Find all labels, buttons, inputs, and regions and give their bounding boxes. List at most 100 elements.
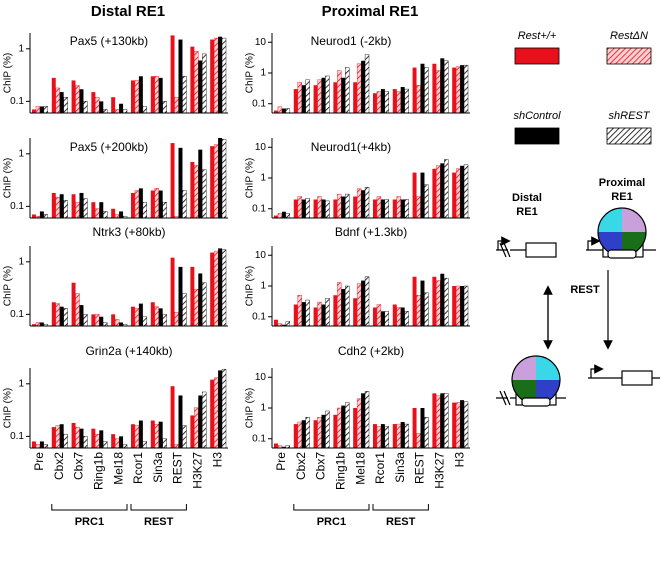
- bar: [361, 190, 366, 218]
- bar: [301, 420, 306, 448]
- bar: [356, 398, 362, 449]
- bar: [460, 165, 465, 218]
- bar: [190, 415, 195, 448]
- bar: [353, 298, 358, 326]
- bar: [130, 306, 135, 326]
- bar: [202, 169, 207, 219]
- y-tick-label: 0.1: [252, 203, 266, 214]
- bar: [400, 87, 405, 113]
- bar: [333, 82, 338, 113]
- bar: [392, 89, 397, 113]
- bar: [424, 292, 429, 327]
- y-tick-label: 1: [18, 148, 24, 159]
- bar: [404, 88, 409, 114]
- bar: [134, 80, 140, 114]
- bar: [71, 80, 76, 113]
- bar: [170, 143, 175, 218]
- bar: [293, 424, 298, 448]
- x-tick-label: REST: [171, 451, 185, 484]
- bar: [210, 146, 215, 218]
- bar: [130, 80, 135, 113]
- bar: [313, 199, 318, 218]
- bar: [305, 417, 310, 449]
- y-tick-label: 0.1: [252, 98, 266, 109]
- bar: [281, 108, 286, 113]
- bar: [221, 37, 227, 114]
- bar: [39, 211, 44, 218]
- bar: [91, 428, 96, 448]
- bar: [99, 202, 104, 218]
- bar: [372, 307, 377, 326]
- bar: [345, 67, 350, 114]
- bar: [404, 311, 409, 327]
- bar: [333, 414, 338, 448]
- bar: [31, 214, 36, 218]
- bar: [392, 304, 397, 326]
- bar: [325, 298, 330, 327]
- bar: [75, 293, 80, 327]
- bar: [444, 60, 449, 114]
- bar: [396, 307, 401, 327]
- x-tick-label: H3: [210, 452, 224, 468]
- bar: [305, 299, 310, 327]
- bar: [134, 425, 140, 449]
- bar: [150, 302, 155, 326]
- bar: [455, 402, 461, 449]
- bar: [99, 101, 104, 113]
- bar: [376, 91, 382, 114]
- bar: [170, 257, 175, 326]
- y-tick-label: 0.1: [252, 311, 266, 322]
- x-tick-label: H3: [452, 452, 466, 468]
- bar: [305, 198, 310, 219]
- bar: [134, 190, 140, 219]
- bar: [162, 101, 167, 114]
- bar: [317, 196, 322, 219]
- bar: [440, 58, 445, 113]
- bar: [162, 438, 167, 449]
- y-axis-label: ChIP (%): [245, 53, 256, 93]
- panel-title: Ntrk3 (+80kb): [92, 225, 165, 239]
- x-tick-label: Pre: [32, 452, 46, 471]
- bar: [174, 96, 179, 114]
- bar: [384, 199, 390, 219]
- bar: [436, 395, 441, 449]
- bar: [218, 248, 223, 326]
- bar: [376, 304, 382, 327]
- bar: [380, 311, 385, 326]
- bar: [420, 280, 425, 326]
- bar: [182, 425, 187, 449]
- bar: [154, 76, 159, 114]
- bar: [277, 213, 283, 219]
- bar: [59, 194, 64, 218]
- bar: [51, 77, 56, 113]
- bar: [150, 76, 155, 113]
- bar: [194, 165, 199, 219]
- bar: [194, 289, 199, 327]
- x-tick-label: Rcor1: [131, 452, 145, 484]
- diagram: Distal RE1 Proximal RE1 REST: [496, 177, 660, 407]
- bar: [273, 110, 278, 113]
- bar: [83, 314, 88, 327]
- bar: [337, 407, 342, 449]
- bar: [364, 187, 370, 219]
- bar: [55, 196, 60, 219]
- bar: [111, 97, 116, 113]
- y-axis-label: ChIP (%): [3, 158, 14, 198]
- bar: [43, 214, 49, 219]
- bar: [297, 196, 302, 219]
- bar: [420, 408, 425, 448]
- bar: [202, 53, 207, 114]
- bar: [158, 77, 163, 113]
- bar: [384, 311, 390, 327]
- bar: [178, 395, 183, 448]
- bar: [376, 426, 382, 449]
- bar: [285, 108, 291, 114]
- bar: [198, 273, 203, 326]
- bar: [213, 250, 219, 327]
- bar: [281, 446, 286, 448]
- bar: [158, 190, 163, 218]
- bar: [39, 441, 44, 448]
- bar: [221, 249, 227, 327]
- legend-label: shControl: [513, 110, 561, 122]
- bar: [190, 266, 195, 326]
